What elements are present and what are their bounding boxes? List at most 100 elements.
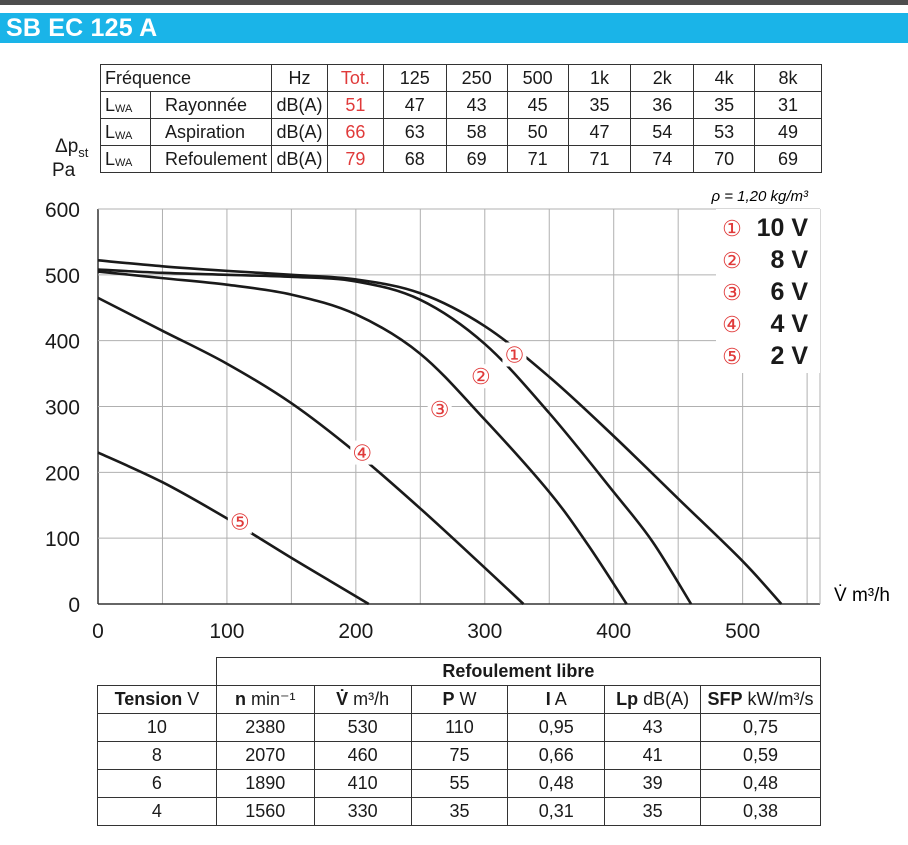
header-unit: m³/h xyxy=(348,689,390,709)
y-axis-symbol: Δp xyxy=(55,136,79,157)
value-cell: 54 xyxy=(630,118,695,146)
perf-cell: 39 xyxy=(604,769,702,798)
header-unit: dB(A) xyxy=(638,689,690,709)
perf-cell: 35 xyxy=(604,797,702,826)
total-cell: 79 xyxy=(326,145,384,173)
value-cell: 31 xyxy=(754,91,822,119)
legend-marker: ⑤ xyxy=(722,344,742,369)
legend-label: 10 V xyxy=(757,214,809,242)
perf-cell: 0,95 xyxy=(507,713,606,742)
perf-cell: 2070 xyxy=(215,741,315,770)
value-cell: 35 xyxy=(567,91,632,119)
perf-row: 8 2070 460 75 0,66 41 0,59 xyxy=(97,741,821,770)
y-tick-label: 500 xyxy=(45,265,80,288)
header-symbol: Tension xyxy=(114,689,183,709)
value-cell: 53 xyxy=(693,118,756,146)
col-8k: 8k xyxy=(754,64,822,92)
x-tick-label: 100 xyxy=(209,620,244,643)
curve-marker: ② xyxy=(471,364,491,389)
sound-power-table: Fréquence Hz Tot. 125 250 500 1k 2k 4k 8… xyxy=(100,64,822,173)
y-axis-subscript: st xyxy=(78,144,89,160)
perf-cell: 1890 xyxy=(215,769,315,798)
value-cell: 71 xyxy=(506,145,569,173)
lwa-subscript: WA xyxy=(115,157,133,169)
perf-cell: 75 xyxy=(410,741,509,770)
header-symbol: n xyxy=(235,689,247,709)
legend-box xyxy=(716,209,820,373)
row-label: L WA Aspiration xyxy=(100,118,272,146)
perf-cell: 0,38 xyxy=(700,797,821,826)
perf-cell: 6 xyxy=(97,769,217,798)
row-label: L WA Rayonnée xyxy=(100,91,272,119)
perf-cell: 35 xyxy=(410,797,509,826)
header-unit: kW/m³/s xyxy=(742,689,814,709)
sound-row-aspiration: L WA Aspiration dB(A) 66 63 58 50 47 54 5… xyxy=(100,118,822,146)
perf-col-header-6: SFP kW/m³/s xyxy=(700,685,821,714)
x-tick-label: 400 xyxy=(596,620,631,643)
chart-curves xyxy=(97,259,783,606)
perf-cell: 0,75 xyxy=(700,713,821,742)
perf-col-header-3: P W xyxy=(410,685,509,714)
x-tick-label: 0 xyxy=(92,620,104,643)
legend-label: 6 V xyxy=(770,278,808,306)
density-note: ρ = 1,20 kg/m³ xyxy=(710,188,809,205)
curve-6v xyxy=(97,270,628,605)
curve-8v xyxy=(97,268,693,605)
perf-col-header-1: n min⁻¹ xyxy=(215,685,315,714)
y-axis-unit: Pa xyxy=(52,160,76,181)
value-cell: 47 xyxy=(567,118,632,146)
curve-marker-bg xyxy=(350,440,375,465)
header-unit: W xyxy=(454,689,477,709)
value-cell: 69 xyxy=(754,145,822,173)
value-cell: 36 xyxy=(630,91,695,119)
curve-marker: ⑤ xyxy=(230,510,250,535)
perf-row: 10 2380 530 110 0,95 43 0,75 xyxy=(97,713,821,742)
col-4k: 4k xyxy=(693,64,756,92)
col-125: 125 xyxy=(382,64,447,92)
curve-marker: ① xyxy=(505,342,525,367)
x-tick-label: 200 xyxy=(338,620,373,643)
col-total: Tot. xyxy=(326,64,384,92)
perf-cell: 8 xyxy=(97,741,217,770)
row-name: Refoulement xyxy=(165,148,268,169)
col-500: 500 xyxy=(506,64,569,92)
col-hz: Hz xyxy=(270,64,328,92)
row-name: Aspiration xyxy=(165,121,246,142)
chart-legend: ① 10 V ② 8 V ③ 6 V ④ 4 V ⑤ 2 V xyxy=(716,209,820,373)
perf-col-header-2: V̇ m³/h xyxy=(313,685,412,714)
perf-col-header-4: I A xyxy=(507,685,606,714)
curve-marker-bg xyxy=(502,342,527,367)
y-tick-label: 100 xyxy=(45,528,80,551)
value-cell: 71 xyxy=(567,145,632,173)
lwa-subscript: WA xyxy=(115,130,133,142)
value-cell: 50 xyxy=(506,118,569,146)
y-tick-label: 0 xyxy=(68,594,80,617)
perf-cell: 10 xyxy=(97,713,217,742)
header-unit: V xyxy=(182,689,200,709)
sound-row-rayonnee: L WA Rayonnée dB(A) 51 47 43 45 35 36 35 … xyxy=(100,91,822,119)
perf-cell: 4 xyxy=(97,797,217,826)
col-frequency: Fréquence xyxy=(100,64,272,92)
perf-cell: 530 xyxy=(313,713,412,742)
value-cell: 74 xyxy=(630,145,695,173)
header-symbol: V̇ xyxy=(336,689,349,709)
legend-label: 8 V xyxy=(770,246,808,274)
header-symbol: Lp xyxy=(616,689,639,709)
perf-cell: 0,48 xyxy=(700,769,821,798)
row-label: L WA Refoulement xyxy=(100,145,272,173)
x-tick-label: 300 xyxy=(467,620,502,643)
value-cell: 43 xyxy=(445,91,508,119)
header-unit: min⁻¹ xyxy=(246,689,296,709)
total-cell: 51 xyxy=(326,91,384,119)
value-cell: 58 xyxy=(445,118,508,146)
y-tick-label: 200 xyxy=(45,462,80,485)
legend-marker: ④ xyxy=(722,312,742,337)
value-cell: 47 xyxy=(382,91,447,119)
header-symbol: SFP xyxy=(707,689,743,709)
unit-cell: dB(A) xyxy=(270,91,328,119)
x-axis-label: V̇ m³/h xyxy=(834,585,890,606)
lwa-symbol: L xyxy=(105,94,116,115)
perf-group-header: Refoulement libre xyxy=(215,657,822,686)
